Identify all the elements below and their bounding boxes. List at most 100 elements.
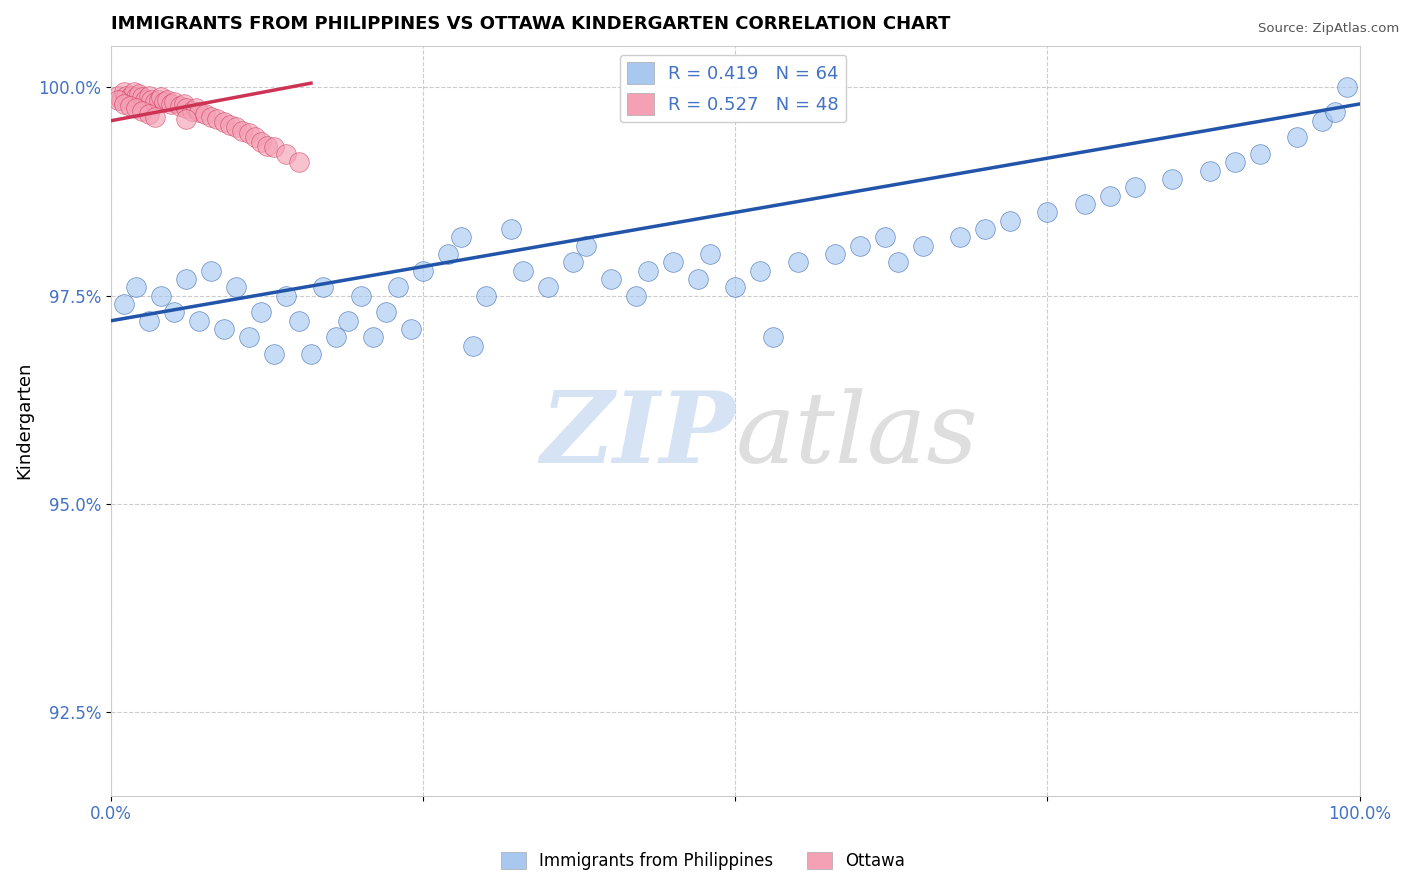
Point [169, 98, 191, 112]
Point [437, 247, 460, 261]
Point [134, 93, 156, 107]
Point [287, 314, 309, 328]
Point [148, 93, 170, 107]
Point [125, 101, 148, 115]
Point [125, 280, 148, 294]
Point [624, 288, 647, 302]
Point [250, 305, 273, 319]
Point [463, 339, 485, 353]
Point [599, 272, 621, 286]
Text: atlas: atlas [735, 388, 979, 483]
Point [849, 238, 872, 252]
Legend: R = 0.419   N = 64, R = 0.527   N = 48: R = 0.419 N = 64, R = 0.527 N = 48 [620, 54, 846, 122]
Point [387, 280, 409, 294]
Point [256, 138, 278, 153]
Point [1310, 113, 1333, 128]
Point [762, 330, 785, 344]
Point [1161, 172, 1184, 186]
Point [263, 347, 285, 361]
Point [1123, 180, 1146, 194]
Point [786, 255, 808, 269]
Legend: Immigrants from Philippines, Ottawa: Immigrants from Philippines, Ottawa [495, 845, 911, 877]
Point [143, 110, 166, 124]
Point [512, 263, 534, 277]
Point [174, 101, 197, 115]
Point [200, 110, 222, 124]
Point [875, 230, 897, 244]
Point [686, 272, 709, 286]
Point [399, 322, 422, 336]
Point [174, 272, 197, 286]
Point [1036, 205, 1059, 219]
Point [974, 222, 997, 236]
Point [238, 126, 260, 140]
Point [128, 87, 150, 101]
Point [537, 280, 560, 294]
Point [1098, 188, 1121, 202]
Point [138, 107, 160, 121]
Point [112, 97, 135, 112]
Point [160, 97, 183, 112]
Point [337, 314, 360, 328]
Point [274, 147, 297, 161]
Point [138, 88, 160, 103]
Point [152, 95, 174, 110]
Point [325, 330, 347, 344]
Text: Source: ZipAtlas.com: Source: ZipAtlas.com [1258, 22, 1399, 36]
Point [212, 115, 235, 129]
Point [250, 135, 273, 149]
Point [107, 93, 129, 107]
Point [186, 101, 208, 115]
Point [118, 93, 141, 107]
Point [122, 85, 145, 99]
Point [156, 93, 179, 107]
Point [125, 90, 148, 104]
Point [112, 85, 135, 99]
Point [131, 103, 153, 118]
Point [374, 305, 396, 319]
Point [150, 288, 173, 302]
Point [350, 288, 373, 302]
Point [174, 112, 197, 126]
Point [749, 263, 772, 277]
Point [886, 255, 908, 269]
Point [662, 255, 685, 269]
Point [194, 107, 217, 121]
Point [131, 90, 153, 104]
Point [998, 213, 1021, 227]
Point [225, 120, 247, 135]
Y-axis label: Kindergarten: Kindergarten [15, 362, 32, 479]
Point [141, 93, 163, 107]
Point [163, 95, 186, 110]
Point [363, 330, 385, 344]
Point [173, 97, 195, 112]
Point [1223, 155, 1246, 169]
Point [699, 247, 721, 261]
Point [143, 95, 166, 110]
Point [1074, 197, 1097, 211]
Point [949, 230, 972, 244]
Point [200, 263, 222, 277]
Point [562, 255, 585, 269]
Point [207, 112, 229, 126]
Point [499, 222, 522, 236]
Point [299, 347, 322, 361]
Point [150, 90, 173, 104]
Point [824, 247, 846, 261]
Point [911, 238, 934, 252]
Point [120, 88, 142, 103]
Point [231, 123, 253, 137]
Point [450, 230, 472, 244]
Point [724, 280, 747, 294]
Point [312, 280, 335, 294]
Point [225, 280, 247, 294]
Point [1198, 163, 1220, 178]
Point [112, 297, 135, 311]
Point [1323, 105, 1346, 120]
Point [115, 88, 138, 103]
Point [212, 322, 235, 336]
Point [138, 314, 160, 328]
Point [181, 103, 204, 118]
Point [218, 118, 240, 132]
Point [274, 288, 297, 302]
